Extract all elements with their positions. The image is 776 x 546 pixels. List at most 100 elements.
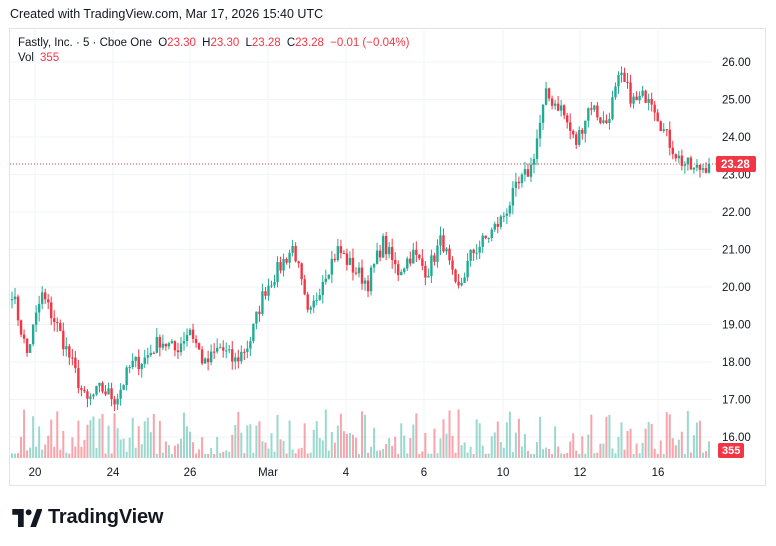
candle-body xyxy=(149,352,152,356)
volume-bar xyxy=(195,453,198,458)
chart-panel[interactable] xyxy=(9,28,766,486)
candle-body xyxy=(65,346,68,350)
volume-bar xyxy=(315,421,318,458)
candle-body xyxy=(575,134,578,145)
candle-body xyxy=(544,88,548,105)
volume-label[interactable]: Vol xyxy=(18,52,34,64)
volume-bar xyxy=(451,435,454,458)
candle-body xyxy=(306,294,309,310)
candle-body xyxy=(400,272,403,276)
volume-bar xyxy=(656,453,659,458)
candle-body xyxy=(378,250,382,258)
candles xyxy=(10,66,711,412)
candle-body xyxy=(430,255,433,276)
candle-body xyxy=(28,344,32,353)
candle-body xyxy=(143,357,146,364)
x-tick-label: 6 xyxy=(421,467,427,479)
volume-bar xyxy=(225,450,228,458)
symbol-label[interactable]: Fastly, Inc. · 5 · Cboe One xyxy=(18,37,153,49)
volume-bar xyxy=(536,442,539,458)
candle-body xyxy=(53,318,56,323)
volume-bar xyxy=(77,420,80,458)
candle-body xyxy=(104,391,107,395)
candle-body xyxy=(529,164,533,177)
candle-body xyxy=(279,262,282,271)
candle-body xyxy=(182,340,186,344)
x-tick-label: 10 xyxy=(497,467,510,479)
volume-bar xyxy=(213,453,216,458)
candle-body xyxy=(496,223,499,227)
volume-tag: 355 xyxy=(718,443,744,458)
candle-body xyxy=(535,138,539,159)
candle-body xyxy=(653,104,656,113)
volume-bar xyxy=(460,445,463,458)
volume-bar xyxy=(511,452,514,458)
volume-bar xyxy=(427,453,430,458)
volume-bar xyxy=(339,413,342,458)
candle-body xyxy=(22,334,26,339)
volume-bar xyxy=(496,421,499,458)
volume-bar xyxy=(484,453,487,458)
candle-body xyxy=(37,303,41,313)
volume-bar xyxy=(50,419,53,458)
volume-bar xyxy=(249,424,252,458)
volume-bar xyxy=(152,413,155,458)
candle-body xyxy=(68,346,71,358)
volume-bar xyxy=(255,425,258,458)
candle-body xyxy=(116,398,119,405)
volume-bar xyxy=(17,453,20,458)
volume-bar xyxy=(439,438,442,458)
tradingview-logo[interactable]: TradingView xyxy=(12,506,163,529)
volume-bar xyxy=(149,432,152,458)
candle-body xyxy=(502,215,506,217)
volume-bar xyxy=(291,449,294,458)
volume-bar xyxy=(674,445,677,458)
volume-bar xyxy=(65,452,68,458)
created-label: Created with TradingView.com, Mar 17, 20… xyxy=(10,7,324,21)
candle-body xyxy=(433,255,436,262)
volume-bar xyxy=(101,414,104,458)
candle-body xyxy=(92,394,95,397)
candle-body xyxy=(179,343,183,353)
candle-body xyxy=(508,205,512,214)
candle-body xyxy=(16,296,20,321)
volume-bar xyxy=(704,451,707,458)
candle-body xyxy=(285,259,288,263)
volume-bar xyxy=(409,438,412,458)
volume-bar xyxy=(584,453,587,458)
candle-body xyxy=(559,105,563,111)
volume-bar xyxy=(364,414,367,458)
candle-body xyxy=(34,312,38,325)
y-tick-label: 23.00 xyxy=(722,170,751,182)
candle-body xyxy=(581,129,584,134)
volume-bar xyxy=(318,438,321,458)
y-tick-label: 22.00 xyxy=(722,207,751,219)
volume-bar xyxy=(44,444,47,458)
volume-bar xyxy=(216,436,219,458)
low-label: L xyxy=(245,37,252,49)
candle-body xyxy=(176,350,180,353)
candle-body xyxy=(140,363,143,370)
volume-bar xyxy=(228,451,231,458)
volume-bar xyxy=(532,453,535,458)
candle-body xyxy=(71,357,74,359)
candle-body xyxy=(40,292,44,304)
y-tick-label: 18.00 xyxy=(722,357,751,369)
candle-body xyxy=(393,259,397,265)
volume-bar xyxy=(83,439,86,458)
volume-bar xyxy=(454,452,457,458)
tradingview-logo-text: TradingView xyxy=(48,506,164,528)
volume-bar xyxy=(258,421,261,458)
volume-bar xyxy=(98,418,101,458)
volume-bar xyxy=(587,434,590,458)
volume-bar xyxy=(514,432,517,458)
volume-bar xyxy=(201,437,204,458)
candle-body xyxy=(578,129,581,145)
volume-bar xyxy=(623,449,626,458)
candle-body xyxy=(297,261,300,264)
volume-bar xyxy=(92,416,95,458)
volume-bar xyxy=(32,416,35,458)
candle-body xyxy=(692,167,696,170)
candle-body xyxy=(77,368,80,389)
